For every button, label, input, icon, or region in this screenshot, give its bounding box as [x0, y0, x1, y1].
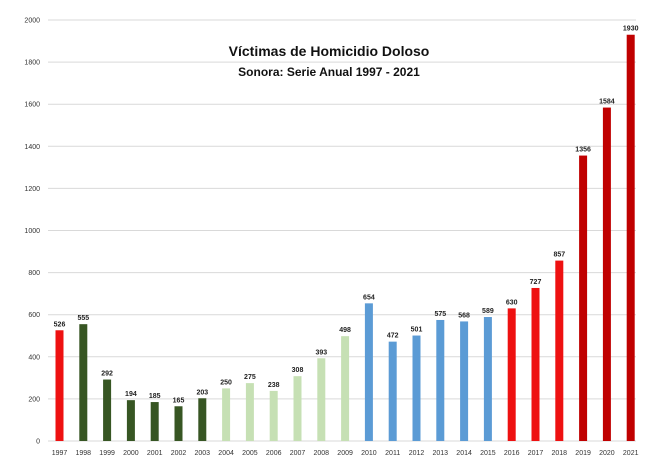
chart-title: Víctimas de Homicidio Doloso [229, 43, 430, 59]
y-axis-ticks: 0 200 400 600 800 1000 1200 1400 1600 1800 2000 [24, 18, 40, 446]
y-tick-label: 1800 [24, 60, 40, 67]
gridlines [48, 19, 636, 442]
bar-2012 [412, 335, 421, 441]
data-label-2004: 250 [220, 379, 232, 386]
bars [55, 34, 635, 442]
data-label-1999: 292 [101, 371, 113, 378]
x-tick-label-1997: 1997 [52, 450, 68, 457]
data-label-2012: 501 [411, 327, 423, 334]
x-tick-label-2011: 2011 [385, 450, 400, 457]
x-tick-label-1998: 1998 [76, 450, 92, 457]
bar-2008 [317, 358, 326, 441]
data-label-2000: 194 [125, 391, 137, 398]
data-label-2011: 472 [387, 333, 399, 340]
x-tick-label-2013: 2013 [433, 450, 449, 457]
bar-2020 [602, 107, 611, 442]
x-tick-label-2014: 2014 [456, 450, 472, 457]
y-tick-label: 1400 [24, 144, 40, 151]
data-label-2007: 308 [292, 367, 304, 374]
x-axis-ticks: 1997 1998 1999 2000 2001 2002 2003 2004 2005 2006… [52, 450, 639, 457]
x-tick-label-1999: 1999 [99, 450, 115, 457]
x-tick-label-2017: 2017 [528, 450, 544, 457]
bar-2000 [126, 400, 135, 441]
x-tick-label-2015: 2015 [480, 450, 496, 457]
bar-2016 [507, 308, 516, 441]
bar-2017 [531, 287, 540, 441]
data-label-2019: 1356 [575, 147, 591, 154]
data-label-2005: 275 [244, 374, 256, 381]
data-label-2001: 185 [149, 393, 161, 400]
x-tick-label-2000: 2000 [123, 450, 139, 457]
bar-2007 [293, 376, 302, 441]
y-tick-label: 600 [28, 312, 40, 319]
x-tick-label-2016: 2016 [504, 450, 520, 457]
bar-2004 [222, 388, 231, 441]
bar-2021 [626, 34, 635, 442]
data-label-2003: 203 [196, 389, 208, 396]
x-tick-label-2007: 2007 [290, 450, 306, 457]
data-label-2021: 1930 [623, 26, 639, 33]
y-tick-label: 1200 [24, 186, 40, 193]
bar-2015 [483, 317, 492, 441]
data-label-2008: 393 [315, 349, 327, 356]
bar-1998 [79, 324, 88, 441]
bar-2003 [198, 398, 207, 441]
x-tick-label-2004: 2004 [218, 450, 234, 457]
y-tick-label: 400 [28, 354, 40, 361]
chart-subtitle: Sonora: Serie Anual 1997 - 2021 [238, 65, 420, 79]
data-label-2020: 1584 [599, 99, 615, 106]
bar-2010 [364, 303, 373, 441]
x-tick-label-2020: 2020 [599, 450, 615, 457]
bar-2005 [245, 383, 254, 441]
data-label-2009: 498 [339, 327, 351, 334]
bar-2009 [341, 336, 350, 441]
data-label-2018: 857 [553, 252, 565, 259]
x-tick-label-2006: 2006 [266, 450, 282, 457]
data-label-2017: 727 [530, 279, 542, 286]
x-tick-label-2019: 2019 [575, 450, 591, 457]
bar-2002 [174, 406, 183, 441]
bar-2013 [436, 319, 445, 441]
bar-2014 [460, 321, 469, 441]
y-tick-label: 1600 [24, 102, 40, 109]
data-label-1997: 526 [54, 321, 66, 328]
bar-2019 [579, 155, 588, 441]
bar-1999 [103, 379, 112, 441]
y-tick-label: 800 [28, 270, 40, 277]
bar-2006 [269, 390, 278, 441]
data-label-2014: 568 [458, 312, 470, 319]
x-tick-label-2009: 2009 [337, 450, 353, 457]
x-tick-label-2010: 2010 [361, 450, 377, 457]
bar-2018 [555, 260, 564, 441]
x-tick-label-2012: 2012 [409, 450, 425, 457]
y-tick-label: 200 [28, 396, 40, 403]
data-labels: 526 555 292 194 185 165 203 250 275 238 308 393 498 6… [54, 26, 639, 405]
data-label-2013: 575 [434, 311, 446, 318]
bar-2011 [388, 341, 397, 441]
data-label-2002: 165 [173, 397, 185, 404]
y-tick-label: 2000 [24, 18, 40, 25]
y-tick-label: 1000 [24, 228, 40, 235]
x-tick-label-2002: 2002 [171, 450, 187, 457]
x-tick-label-2018: 2018 [552, 450, 568, 457]
data-label-2016: 630 [506, 299, 518, 306]
x-tick-label-2001: 2001 [147, 450, 163, 457]
x-tick-label-2005: 2005 [242, 450, 258, 457]
y-tick-label: 0 [36, 439, 40, 446]
data-label-1998: 555 [77, 315, 89, 322]
x-tick-label-2021: 2021 [623, 450, 639, 457]
data-label-2006: 238 [268, 382, 280, 389]
x-tick-label-2008: 2008 [314, 450, 330, 457]
bar-1997 [55, 330, 64, 441]
data-label-2015: 589 [482, 308, 494, 315]
x-tick-label-2003: 2003 [195, 450, 211, 457]
bar-2001 [150, 402, 159, 441]
data-label-2010: 654 [363, 294, 375, 301]
